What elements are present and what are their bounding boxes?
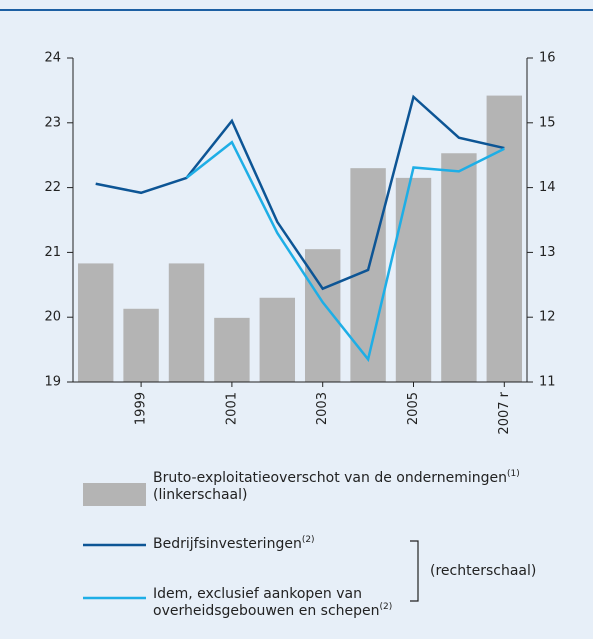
y-tick-label: 24	[44, 51, 61, 66]
chart: 19 20 21 22 23 24 11 12 13 14 15 16 1999 2001 2003 2005…	[0, 9, 593, 435]
legend-label: Bruto-exploitatieoverschot van de ondern…	[153, 470, 507, 486]
x-tick-label: 1999	[134, 392, 149, 425]
y-tick-label: 19	[44, 375, 61, 390]
legend-scale-note: (linkerschaal)	[153, 487, 248, 503]
bar	[168, 263, 205, 382]
legend-group-label: (rechterschaal)	[430, 563, 537, 579]
legend-entry: Bedrijfsinvesteringen(2)	[153, 536, 573, 553]
y2-tick-label: 11	[539, 375, 556, 390]
line-series	[95, 94, 505, 291]
legend-footnote: (1)	[506, 469, 520, 479]
legend-footnote: (2)	[301, 535, 315, 545]
bar	[486, 95, 523, 383]
bar	[214, 317, 250, 382]
bar	[441, 153, 477, 382]
legend-entry: Idem, exclusief aankopen van overheidsge…	[153, 586, 398, 620]
y2-tick-label: 16	[539, 51, 556, 66]
legend-label: Bedrijfsinvesteringen	[153, 536, 302, 552]
x-tick-label: 2001	[224, 392, 239, 425]
x-tick-label: 2007 r	[497, 391, 512, 434]
bar	[395, 177, 432, 382]
line-series	[185, 140, 505, 363]
legend-footnote: (2)	[379, 602, 393, 612]
y-tick-label: 22	[44, 180, 61, 195]
bar	[77, 263, 114, 382]
y2-tick-label: 15	[539, 115, 556, 130]
y-tick-label: 23	[44, 115, 61, 130]
legend-bracket	[410, 540, 419, 602]
x-tick-label: 2005	[406, 392, 421, 425]
y2-tick-label: 12	[539, 310, 556, 325]
x-tick-label: 2003	[315, 392, 330, 425]
legend-label: Idem, exclusief aankopen van overheidsge…	[153, 586, 380, 619]
y2-tick-label: 13	[539, 245, 556, 260]
y2-tick-label: 14	[539, 180, 556, 195]
bar	[259, 297, 296, 382]
y-tick-label: 20	[44, 310, 61, 325]
y-tick-label: 21	[44, 245, 61, 260]
legend-entry: Bruto-exploitatieoverschot van de ondern…	[153, 470, 573, 504]
legend-swatch	[83, 483, 146, 506]
bar	[123, 308, 159, 382]
